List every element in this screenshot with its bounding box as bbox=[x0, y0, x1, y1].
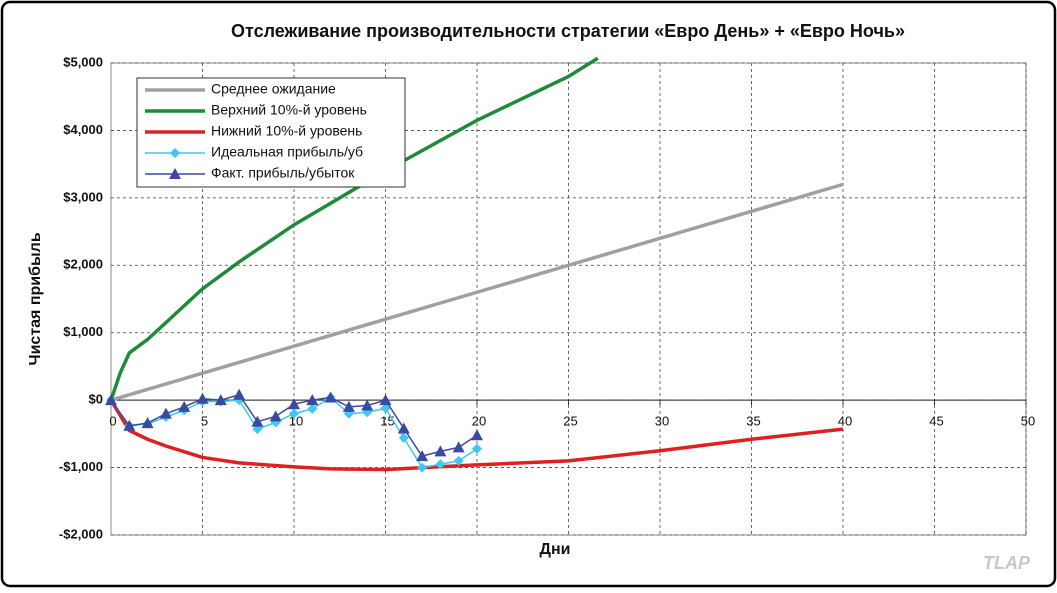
triangle-marker bbox=[471, 429, 483, 441]
x-tick-label: 20 bbox=[472, 414, 486, 429]
diamond-marker bbox=[435, 459, 446, 470]
triangle-marker bbox=[105, 394, 117, 406]
x-tick-label: 10 bbox=[289, 414, 303, 429]
triangle-marker bbox=[452, 441, 465, 453]
x-tick-label: 5 bbox=[201, 414, 208, 429]
x-tick-label: 45 bbox=[929, 414, 943, 429]
triangle-marker bbox=[123, 419, 136, 431]
series-line bbox=[110, 182, 844, 402]
triangle-marker bbox=[178, 400, 191, 412]
triangle-marker bbox=[324, 391, 337, 403]
triangle-marker bbox=[233, 388, 246, 400]
diamond-marker bbox=[289, 408, 299, 419]
legend-label: Верхний 10%-й уровень bbox=[211, 102, 367, 118]
triangle-marker bbox=[269, 410, 282, 422]
x-tick-label: 30 bbox=[655, 414, 669, 429]
triangle-marker bbox=[288, 398, 300, 410]
diamond-marker bbox=[417, 462, 428, 473]
x-tick-label: 25 bbox=[563, 414, 577, 429]
legend-marker bbox=[170, 148, 180, 158]
triangle-marker bbox=[251, 415, 264, 427]
y-tick-label: -$1,000 bbox=[59, 459, 103, 474]
legend-label: Среднее ожидание bbox=[211, 81, 336, 97]
diamond-marker bbox=[380, 403, 391, 414]
diamond-marker bbox=[398, 432, 409, 443]
triangle-marker bbox=[214, 394, 227, 406]
y-axis-label: Чистая прибыль bbox=[27, 232, 44, 365]
watermark: TLAP bbox=[983, 553, 1031, 573]
triangle-marker bbox=[434, 445, 447, 457]
x-tick-label: 50 bbox=[1021, 414, 1035, 429]
y-tick-label: $0 bbox=[89, 392, 103, 407]
legend-marker bbox=[169, 168, 181, 179]
y-tick-label: -$2,000 bbox=[59, 526, 103, 541]
diamond-marker bbox=[307, 403, 318, 414]
triangle-marker bbox=[159, 407, 172, 419]
x-tick-label: 40 bbox=[838, 414, 852, 429]
diamond-marker bbox=[472, 443, 482, 454]
triangle-marker bbox=[361, 399, 374, 411]
chart-title: Отслеживание производительности стратеги… bbox=[231, 21, 905, 41]
x-tick-label: 0 bbox=[109, 414, 116, 429]
legend-label: Нижний 10%-й уровень bbox=[211, 123, 362, 139]
legend-label: Факт. прибыль/убыток bbox=[211, 165, 355, 181]
series-line bbox=[109, 399, 844, 472]
triangle-marker bbox=[196, 392, 209, 404]
y-tick-label: $4,000 bbox=[63, 122, 103, 137]
triangle-marker bbox=[342, 400, 355, 412]
y-tick-label: $1,000 bbox=[63, 324, 103, 339]
x-axis-label: Дни bbox=[540, 541, 571, 558]
triangle-marker bbox=[141, 417, 154, 429]
triangle-marker bbox=[306, 394, 319, 406]
y-tick-label: $5,000 bbox=[63, 54, 103, 69]
y-tick-label: $2,000 bbox=[63, 257, 103, 272]
triangle-marker bbox=[397, 422, 410, 434]
triangle-marker bbox=[379, 394, 392, 406]
series-line bbox=[109, 56, 599, 401]
diamond-marker bbox=[453, 455, 464, 466]
legend-label: Идеальная прибыль/уб bbox=[211, 144, 363, 160]
y-tick-label: $3,000 bbox=[63, 189, 103, 204]
triangle-marker bbox=[416, 450, 429, 462]
x-tick-label: 35 bbox=[746, 414, 760, 429]
